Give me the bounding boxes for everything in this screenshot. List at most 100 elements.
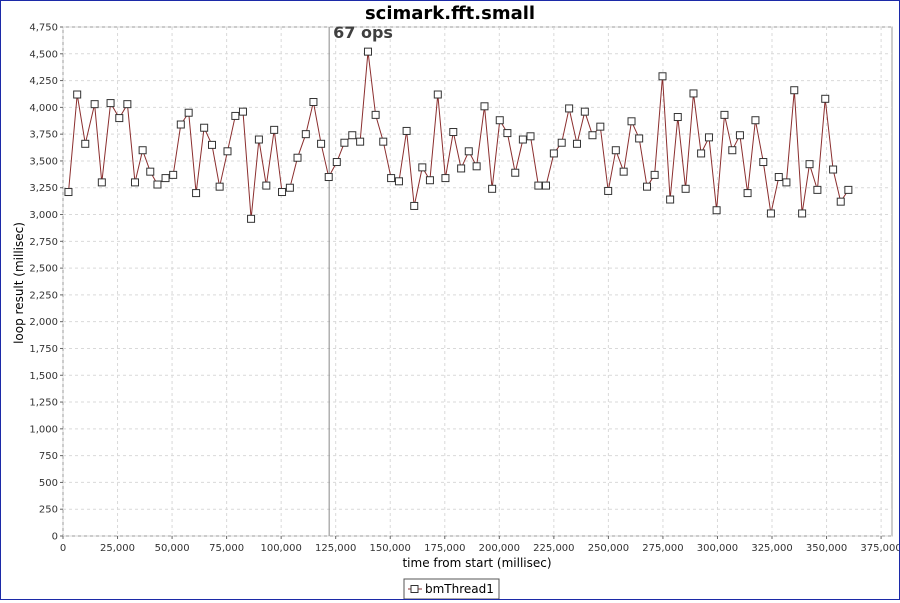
y-tick-label: 1,000 xyxy=(29,424,58,435)
data-point xyxy=(64,188,73,197)
data-point xyxy=(697,149,706,158)
data-point xyxy=(549,149,558,158)
y-tick-label: 750 xyxy=(39,451,58,462)
data-point xyxy=(238,107,247,116)
x-tick-label: 350,000 xyxy=(806,543,847,554)
data-point xyxy=(526,132,535,141)
data-point xyxy=(200,123,209,132)
data-point xyxy=(782,178,791,187)
gridlines xyxy=(62,26,892,537)
data-point xyxy=(681,184,690,193)
legend: bmThread1 xyxy=(403,578,500,600)
data-point xyxy=(844,185,853,194)
data-point xyxy=(146,167,155,176)
data-point xyxy=(503,129,512,138)
data-point xyxy=(643,182,652,191)
data-point xyxy=(457,164,466,173)
y-tick-label: 3,750 xyxy=(29,130,58,141)
data-point xyxy=(123,100,132,109)
y-tick-label: 1,250 xyxy=(29,398,58,409)
data-point xyxy=(115,114,124,123)
marker-label: 67 ops xyxy=(333,23,393,42)
data-point xyxy=(627,117,636,126)
data-point xyxy=(348,131,357,140)
data-point xyxy=(712,206,721,215)
data-point xyxy=(363,47,372,56)
chart-title: scimark.fft.small xyxy=(365,3,535,24)
data-point xyxy=(317,139,326,148)
y-tick-label: 1,750 xyxy=(29,344,58,355)
y-tick-label: 3,500 xyxy=(29,156,58,167)
y-tick-label: 4,000 xyxy=(29,103,58,114)
data-point xyxy=(169,170,178,179)
x-tick-label: 50,000 xyxy=(155,543,190,554)
y-tick-label: 1,500 xyxy=(29,371,58,382)
data-point xyxy=(441,174,450,183)
data-point xyxy=(332,158,341,167)
data-point xyxy=(650,170,659,179)
data-point xyxy=(176,120,185,129)
data-point xyxy=(425,176,434,185)
data-point xyxy=(371,110,380,119)
y-tick-label: 0 xyxy=(52,532,58,543)
data-point xyxy=(231,111,240,120)
x-tick-label: 0 xyxy=(60,543,66,554)
data-point xyxy=(673,113,682,122)
data-point xyxy=(153,180,162,189)
data-point xyxy=(410,201,419,210)
data-point xyxy=(604,186,613,195)
data-point xyxy=(356,137,365,146)
data-point xyxy=(689,89,698,98)
data-point xyxy=(720,110,729,119)
data-point xyxy=(534,181,543,190)
y-tick-label: 2,000 xyxy=(29,317,58,328)
data-point xyxy=(379,137,388,146)
x-tick-label: 25,000 xyxy=(100,543,135,554)
x-tick-label: 375,000 xyxy=(860,543,899,554)
y-axis-title: loop result (millisec) xyxy=(12,222,26,344)
x-axis-ticks: 0 25,000 50,000 75,000 100,000 125,000 150,000… xyxy=(60,536,900,554)
data-point xyxy=(658,72,667,81)
data-point xyxy=(254,135,263,144)
x-tick-label: 300,000 xyxy=(697,543,738,554)
data-point xyxy=(184,108,193,117)
legend-marker-swatch xyxy=(410,585,419,593)
data-point xyxy=(798,209,807,218)
data-point xyxy=(488,184,497,193)
data-point xyxy=(759,158,768,167)
data-point xyxy=(402,126,411,135)
y-tick-label: 2,750 xyxy=(29,237,58,248)
data-point xyxy=(704,133,713,142)
series-points xyxy=(64,47,853,223)
data-point xyxy=(572,139,581,148)
data-point xyxy=(813,185,822,194)
data-point xyxy=(208,140,217,149)
data-point xyxy=(161,174,170,183)
data-point xyxy=(387,174,396,183)
data-point xyxy=(836,197,845,206)
data-point xyxy=(73,90,82,99)
data-point xyxy=(565,104,574,113)
plot-area xyxy=(62,26,893,537)
data-point xyxy=(829,165,838,174)
data-point xyxy=(542,181,551,190)
data-point xyxy=(480,102,489,111)
data-point xyxy=(90,100,99,109)
x-tick-label: 325,000 xyxy=(751,543,792,554)
data-point xyxy=(805,160,814,169)
data-point xyxy=(495,116,504,125)
data-point xyxy=(340,138,349,147)
x-tick-label: 100,000 xyxy=(260,543,301,554)
data-point xyxy=(580,107,589,116)
data-point xyxy=(766,209,775,218)
data-point xyxy=(293,153,302,162)
data-point xyxy=(247,214,256,223)
data-point xyxy=(309,98,318,107)
y-tick-label: 3,000 xyxy=(29,210,58,221)
data-point xyxy=(588,131,597,140)
data-point xyxy=(81,139,90,148)
data-point xyxy=(619,167,628,176)
x-axis-title: time from start (millisec) xyxy=(402,556,551,570)
